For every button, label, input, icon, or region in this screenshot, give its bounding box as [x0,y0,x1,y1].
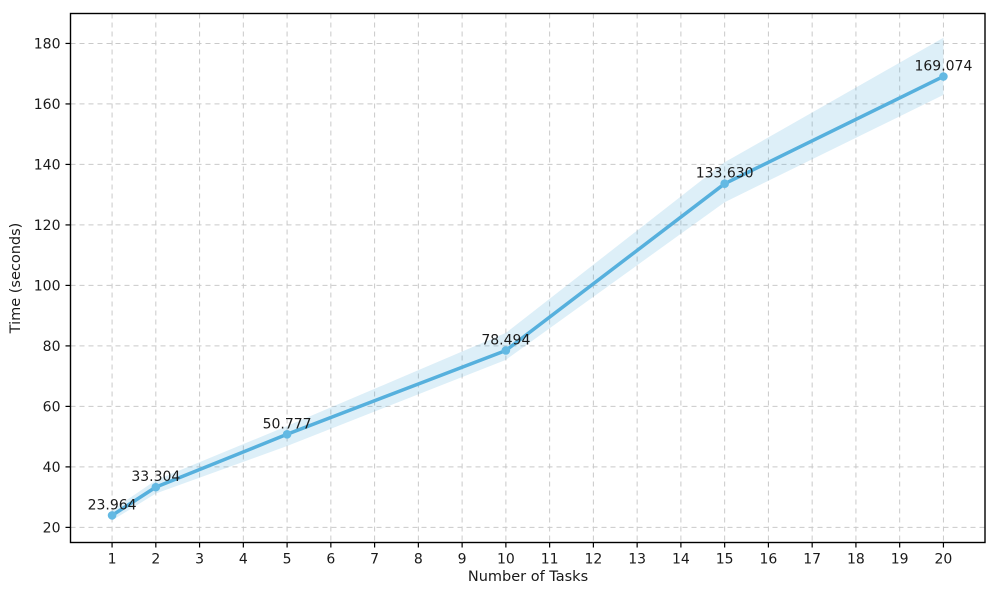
x-tick-label: 1 [108,552,117,568]
plot-border [69,12,986,544]
point-label: 78.494 [481,332,530,348]
x-tick-label: 7 [370,552,379,568]
x-tick-label: 15 [716,552,734,568]
x-tick-label: 2 [151,552,160,568]
x-tick-label: 13 [628,552,646,568]
x-tick-label: 16 [759,552,777,568]
grid-layer [70,13,985,543]
point-label: 50.777 [263,416,312,432]
data-point-marker [282,429,292,439]
tick-layer: 1 2 3 4 5 6 7 8 9 10 11 12 13 14 15 16 17 18 19 20204060801… [34,36,953,567]
x-tick-label: 10 [497,552,515,568]
data-point-marker [501,346,511,355]
y-axis-label: Time (seconds) [8,223,24,335]
x-tick-label: 4 [239,552,248,568]
y-tick-label: 20 [43,520,61,536]
data-point-marker [720,179,729,188]
x-tick-label: 3 [195,552,204,568]
y-tick-label: 180 [34,36,61,52]
trend-line [110,74,946,518]
x-tick-label: 12 [584,552,602,568]
x-tick-label: 19 [891,552,909,568]
y-tick-label: 120 [34,218,61,234]
y-tick-label: 140 [34,157,61,173]
y-tick-label: 40 [43,460,61,476]
x-tick-label: 17 [803,552,821,568]
data-point-marker [107,511,117,520]
point-label: 133.630 [696,166,754,182]
confidence-band-layer [112,37,944,521]
annotation-layer: 23.964 33.304 50.777 78.494 133.630 169.074 [88,58,973,513]
x-axis-label: Number of Tasks [468,569,588,585]
x-tick-label: 14 [672,552,690,568]
y-tick-label: 100 [34,278,61,294]
x-tick-label: 9 [458,552,467,568]
point-label: 169.074 [914,58,972,74]
x-tick-label: 11 [541,552,559,568]
x-tick-label: 20 [935,552,953,568]
x-tick-label: 5 [283,552,292,568]
x-tick-label: 8 [414,552,423,568]
x-tick-label: 18 [847,552,865,568]
series-layer [107,72,948,520]
point-label: 33.304 [131,469,180,485]
confidence-band [112,37,944,521]
x-tick-label: 6 [326,552,335,568]
point-label: 23.964 [88,497,137,513]
y-tick-label: 60 [43,399,61,415]
data-point-marker [939,72,948,81]
data-point-marker [151,482,161,492]
y-tick-label: 80 [43,339,61,355]
y-tick-label: 160 [34,97,61,113]
